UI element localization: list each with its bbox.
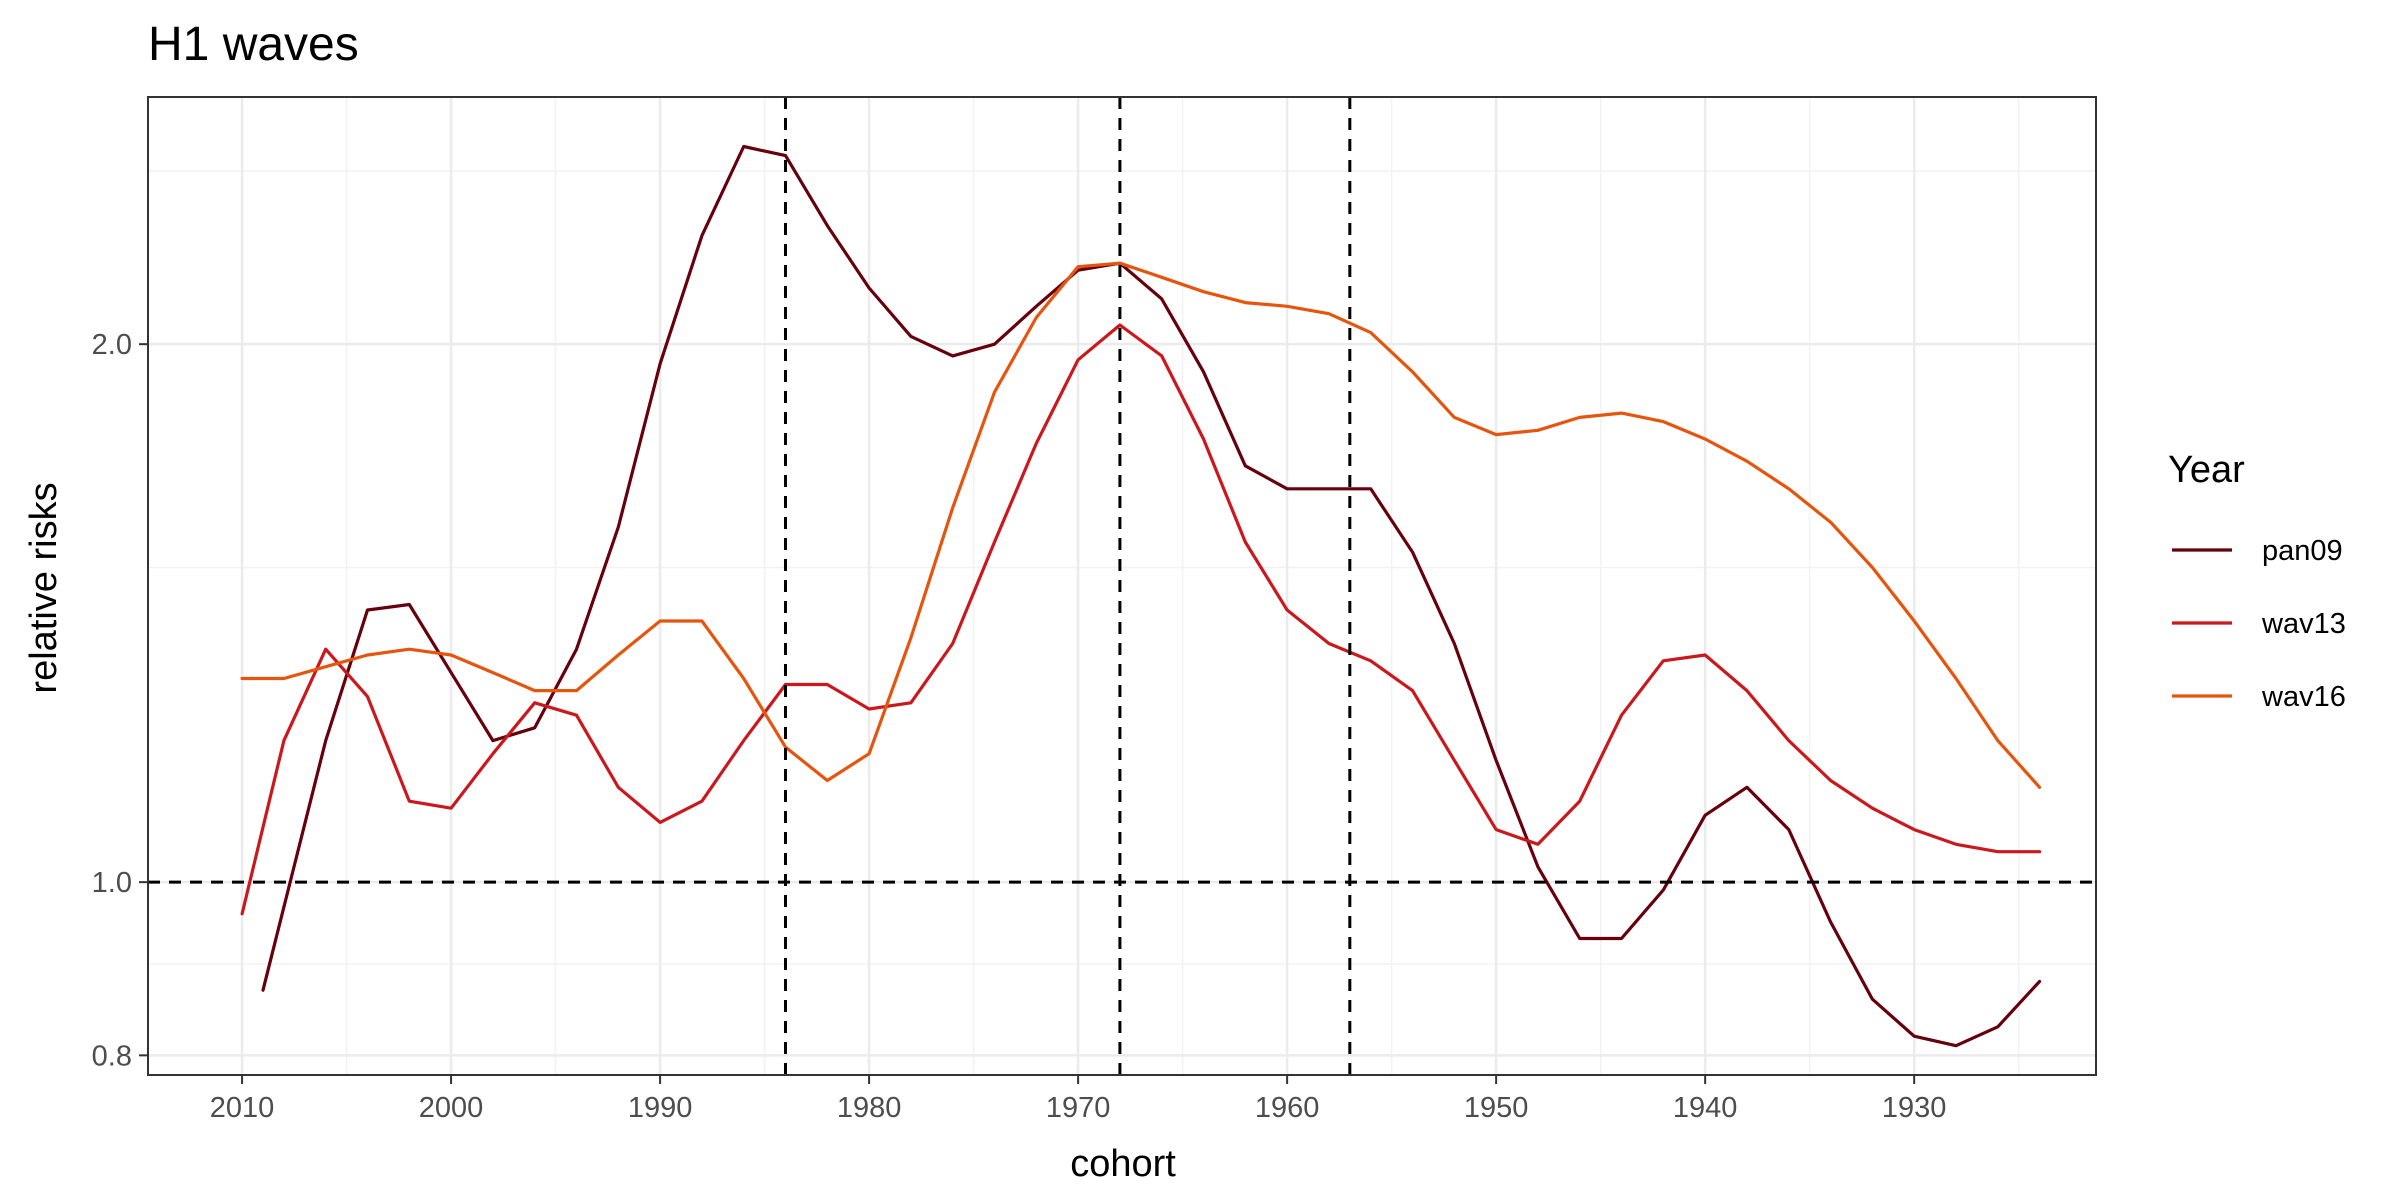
chart-title: H1 waves — [148, 18, 359, 71]
y-tick-label: 1.0 — [92, 867, 132, 899]
x-tick-label: 1970 — [1046, 1092, 1111, 1124]
x-tick-label: 2000 — [419, 1092, 484, 1124]
x-tick-label: 1950 — [1464, 1092, 1529, 1124]
legend-label-wav16: wav16 — [2261, 681, 2346, 713]
y-tick-label: 0.8 — [92, 1040, 132, 1072]
y-axis-title: relative risks — [23, 482, 65, 693]
plot-panel-border — [147, 96, 2097, 1076]
x-axis-ticks: 2010 2000 1990 1980 1970 1960 1950 1940 1930 — [210, 1075, 1947, 1124]
y-axis-ticks: 0.8 1.0 2.0 — [92, 329, 148, 1072]
legend: Year pan09 wav13 wav16 — [2168, 449, 2346, 713]
x-tick-label: 2010 — [210, 1092, 275, 1124]
x-tick-label: 1940 — [1673, 1092, 1738, 1124]
series-line-pan09 — [261, 144, 2042, 1048]
major-gridlines — [148, 97, 2096, 1075]
reference-lines — [148, 97, 2096, 1075]
x-axis-title: cohort — [1070, 1143, 1176, 1185]
y-tick-label: 2.0 — [92, 329, 132, 361]
x-tick-label: 1990 — [628, 1092, 693, 1124]
legend-label-wav13: wav13 — [2261, 608, 2346, 640]
x-tick-label: 1960 — [1255, 1092, 1320, 1124]
series-line-wav16 — [240, 261, 2042, 789]
legend-label-pan09: pan09 — [2262, 535, 2343, 567]
series-lines — [240, 144, 2042, 1048]
series-line-wav13 — [240, 323, 2042, 916]
x-tick-label: 1980 — [837, 1092, 902, 1124]
minor-gridlines — [148, 97, 2096, 1075]
x-tick-label: 1930 — [1882, 1092, 1947, 1124]
legend-title: Year — [2168, 449, 2245, 491]
